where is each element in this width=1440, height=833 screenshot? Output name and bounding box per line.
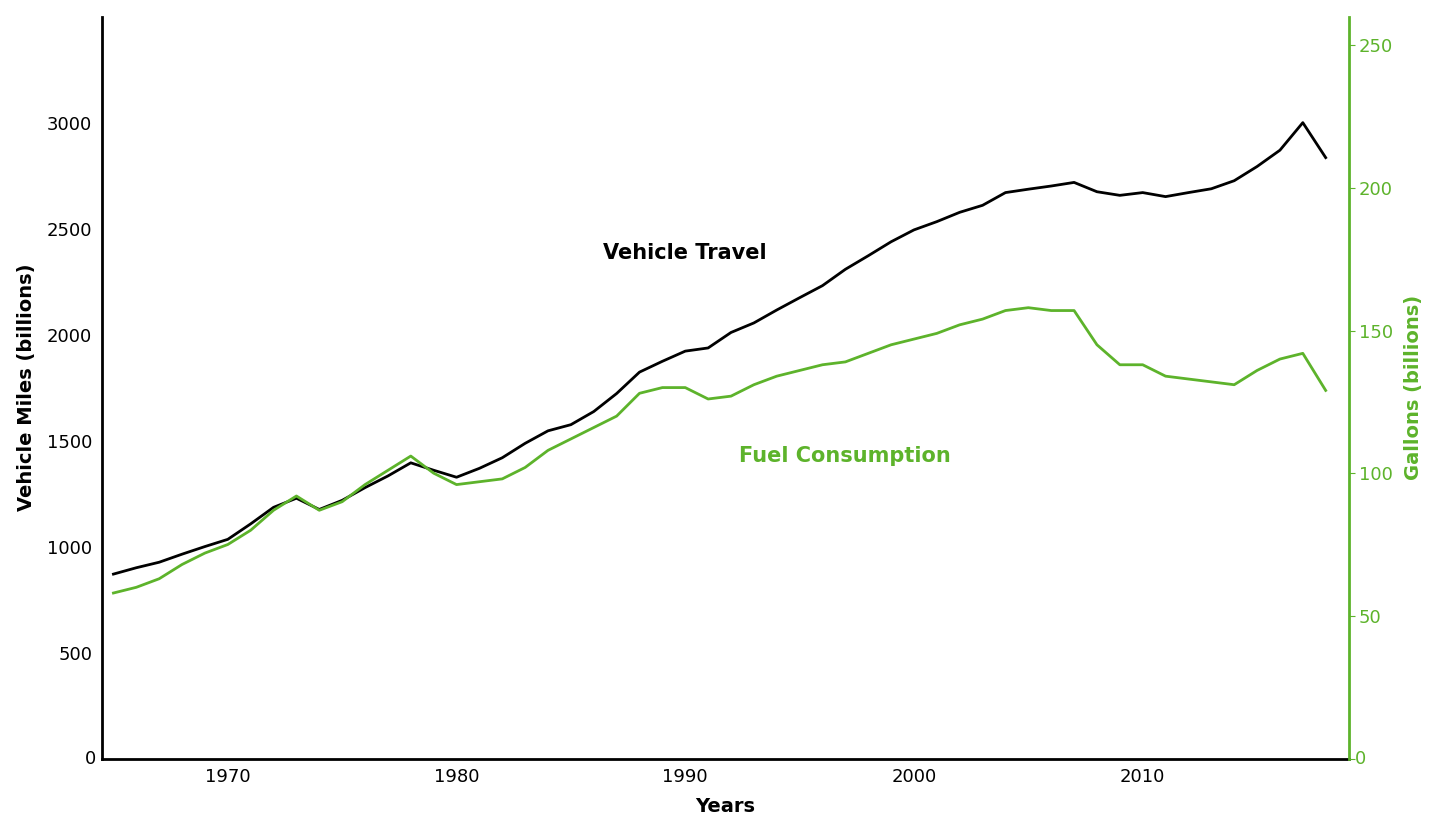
Y-axis label: Vehicle Miles (billions): Vehicle Miles (billions): [17, 264, 36, 511]
Text: Fuel Consumption: Fuel Consumption: [740, 446, 952, 466]
Text: 0: 0: [1355, 750, 1367, 767]
Y-axis label: Gallons (billions): Gallons (billions): [1404, 295, 1423, 480]
Text: Vehicle Travel: Vehicle Travel: [603, 242, 768, 262]
Text: 0: 0: [85, 750, 96, 767]
X-axis label: Years: Years: [696, 797, 755, 816]
